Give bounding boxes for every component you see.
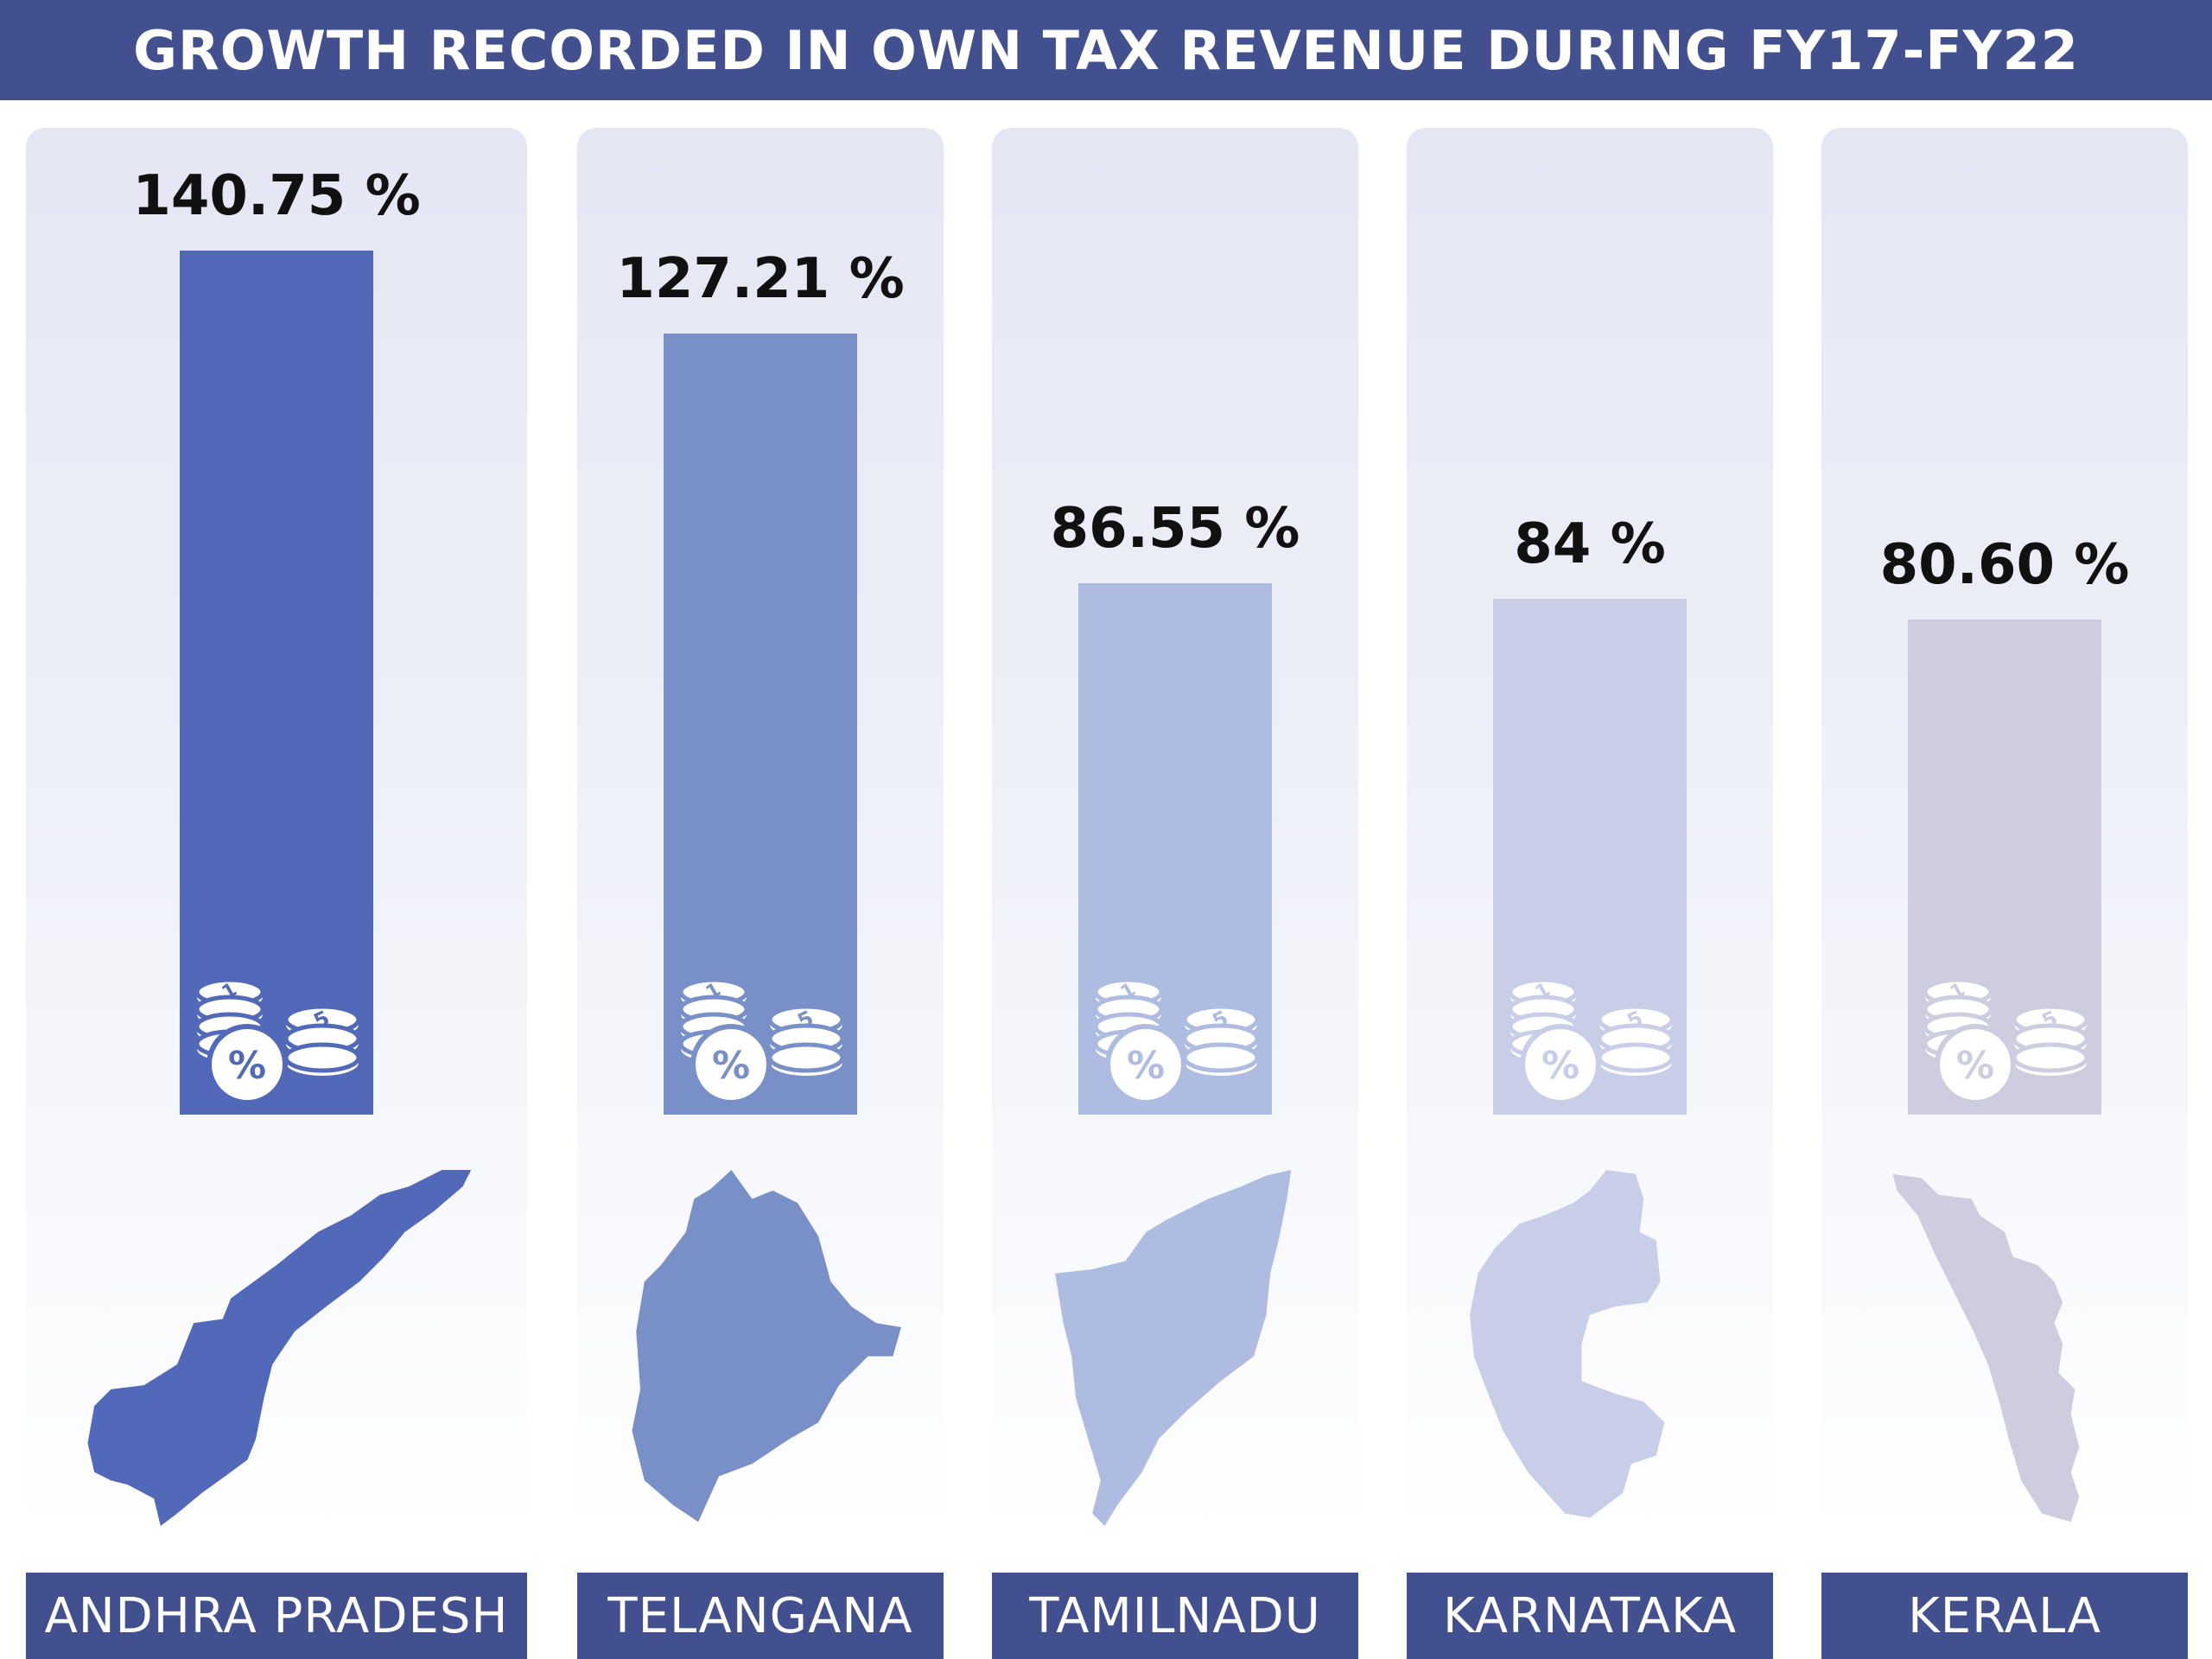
bar-value-label: 127.21 % — [616, 247, 905, 312]
svg-text:%: % — [1956, 1044, 1994, 1088]
state-map-icon — [1470, 1169, 1665, 1518]
state-map-icon — [1055, 1169, 1292, 1527]
coins-percent-icon: 1 5% — [1078, 961, 1272, 1108]
svg-text:%: % — [228, 1044, 266, 1088]
coins-percent-icon: 1 5% — [664, 961, 857, 1108]
state-label-box: KARNATAKA — [1407, 1573, 1773, 1659]
svg-text:%: % — [1541, 1044, 1580, 1088]
bar-value-label: 80.60 % — [1879, 533, 2130, 598]
state-map-icon — [632, 1169, 901, 1522]
svg-text:%: % — [1127, 1044, 1165, 1088]
coins-percent-icon: 1 5% — [1908, 961, 2101, 1108]
state-label-box: KERALA — [1821, 1573, 2188, 1659]
category-label: TAMILNADU — [1029, 1587, 1321, 1644]
state-map-icon — [1892, 1173, 2080, 1522]
coins-percent-icon: 1 5% — [1493, 961, 1687, 1108]
category-label: TELANGANA — [607, 1587, 913, 1644]
state-label-box: ANDHRA PRADESH — [26, 1573, 527, 1659]
chart-title: GROWTH RECORDED IN OWN TAX REVENUE DURIN… — [133, 18, 2079, 82]
category-label: KARNATAKA — [1442, 1587, 1738, 1644]
bar-value-label: 140.75 % — [132, 164, 421, 228]
category-label: KERALA — [1908, 1587, 2101, 1644]
state-label-box: TAMILNADU — [992, 1573, 1358, 1659]
svg-text:%: % — [712, 1044, 750, 1088]
title-banner: GROWTH RECORDED IN OWN TAX REVENUE DURIN… — [0, 0, 2212, 100]
coins-percent-icon: 1 5% — [180, 961, 373, 1108]
bar-value-label: 86.55 % — [1050, 497, 1300, 562]
category-label: ANDHRA PRADESH — [44, 1587, 509, 1644]
state-map-icon — [87, 1169, 472, 1527]
state-label-box: TELANGANA — [577, 1573, 944, 1659]
bar-value-label: 84 % — [1514, 512, 1666, 577]
bar — [180, 251, 373, 1115]
